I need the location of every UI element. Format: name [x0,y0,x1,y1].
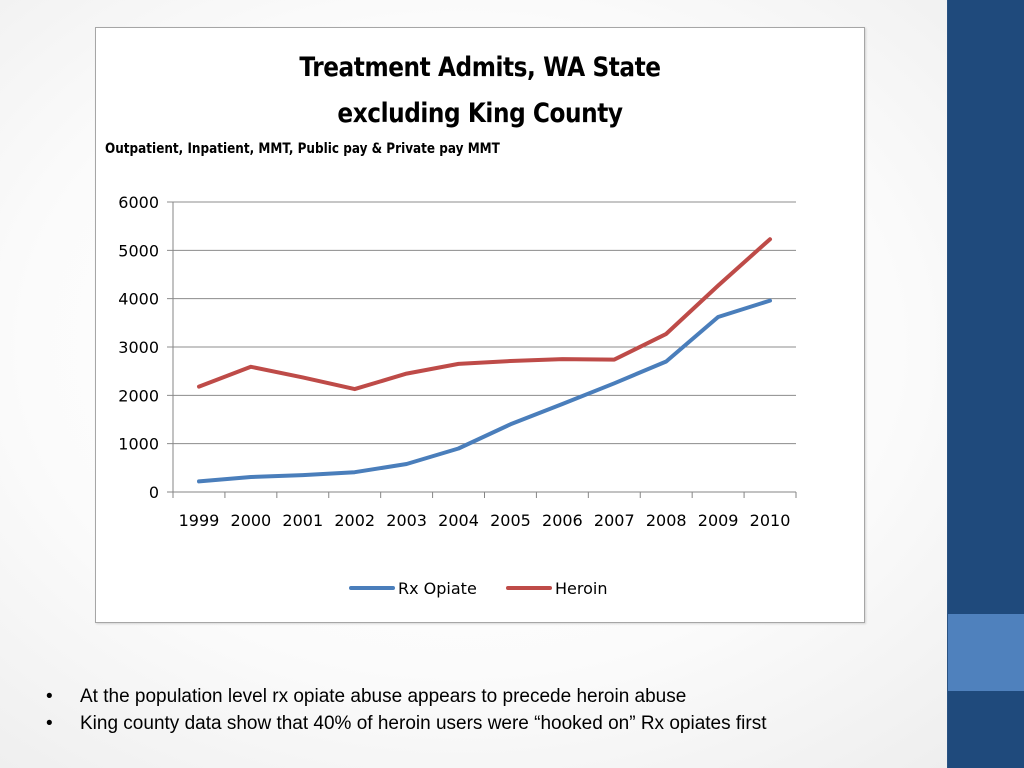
y-tick-label: 2000 [118,386,159,405]
x-tick-label: 2002 [334,511,375,530]
x-tick-label: 2009 [698,511,739,530]
bullet-text: At the population level rx opiate abuse … [80,686,687,707]
x-tick-label: 2007 [594,511,635,530]
y-tick-label: 6000 [118,193,159,212]
x-tick-label: 2005 [490,511,531,530]
x-tick-label: 2000 [231,511,272,530]
line-chart: 0 1000 2000 3000 4000 5000 6000 1999 2000 2001 200… [118,193,797,598]
y-tick-label: 5000 [118,241,159,260]
bullet-item: • At the population level rx opiate abus… [46,683,767,710]
y-tick-label: 3000 [118,338,159,357]
x-tick-label: 2008 [646,511,687,530]
legend-label: Rx Opiate [398,579,477,598]
chart-title-line2: excluding King County [337,98,623,129]
chart-container: Treatment Admits, WA State excluding Kin… [95,27,865,623]
series-line-rx-opiate [197,298,772,484]
x-tick-label: 2003 [386,511,427,530]
series-line-heroin [197,237,772,392]
chart-subtitle: Outpatient, Inpatient, MMT, Public pay &… [105,141,500,157]
bullet-marker: • [46,686,53,707]
x-tick-label: 2006 [542,511,583,530]
x-tick-label: 2010 [750,511,791,530]
slide-sidebar-band [947,0,1024,768]
y-tick-label: 0 [149,483,159,502]
bullet-marker: • [46,713,53,734]
bullet-item: • King county data show that 40% of hero… [46,710,767,737]
slide-sidebar-accent [948,614,1024,691]
legend-label: Heroin [555,579,607,598]
y-tick-label: 1000 [118,435,159,454]
x-tick-label: 2001 [282,511,323,530]
bullet-list: • At the population level rx opiate abus… [46,683,767,737]
bullet-text: King county data show that 40% of heroin… [80,713,767,734]
x-tick-label: 1999 [179,511,220,530]
chart-title: Treatment Admits, WA State [299,52,661,83]
x-tick-label: 2004 [438,511,479,530]
y-tick-label: 4000 [118,290,159,309]
